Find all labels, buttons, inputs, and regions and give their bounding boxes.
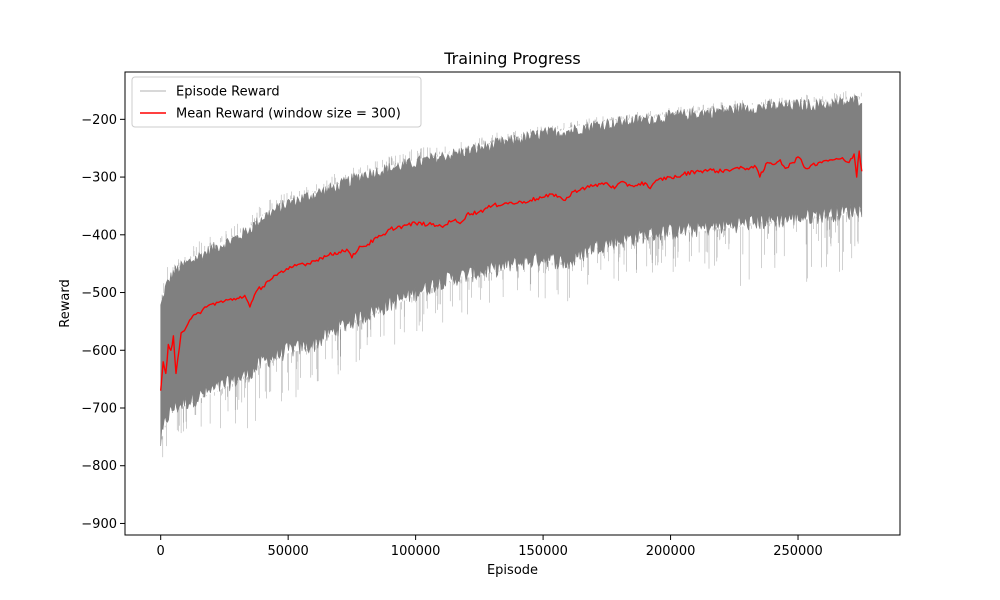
episode-reward-spikes [161, 91, 862, 458]
legend: Episode Reward Mean Reward (window size … [131, 76, 422, 128]
y-tick-label: −300 [81, 171, 117, 186]
y-tick-label: −500 [81, 286, 117, 301]
y-axis-label: Reward [58, 279, 73, 327]
y-tick-label: −200 [81, 113, 117, 128]
episode-reward-area [160, 94, 863, 447]
legend-episode-reward-label: Episode Reward [176, 85, 280, 100]
x-axis-ticks: 0 50000 100000 150000 200000 250000 [157, 535, 823, 559]
axes-frame [124, 71, 901, 536]
legend-mean-reward-label: Mean Reward (window size = 300) [176, 107, 401, 122]
y-tick-label: −800 [81, 459, 117, 474]
episode-reward-band [160, 94, 863, 447]
x-tick-label: 150000 [518, 544, 568, 559]
legend-box [131, 76, 422, 128]
chart-title: Training Progress [443, 49, 581, 68]
x-tick-label: 200000 [646, 544, 696, 559]
x-tick-label: 250000 [773, 544, 823, 559]
episode-reward-spike-lines [161, 91, 862, 458]
x-tick-label: 50000 [267, 544, 308, 559]
y-tick-label: −600 [81, 344, 117, 359]
y-axis-ticks: −900 −800 −700 −600 −500 −400 −300 −200 [81, 113, 125, 532]
y-tick-label: −900 [81, 517, 117, 532]
plot-area [160, 91, 863, 458]
x-tick-label: 0 [157, 544, 165, 559]
y-tick-label: −400 [81, 228, 117, 243]
x-tick-label: 100000 [391, 544, 441, 559]
y-tick-label: −700 [81, 401, 117, 416]
mean-reward-line [160, 150, 863, 391]
x-axis-label: Episode [487, 563, 538, 578]
mean-reward-path [160, 150, 863, 391]
